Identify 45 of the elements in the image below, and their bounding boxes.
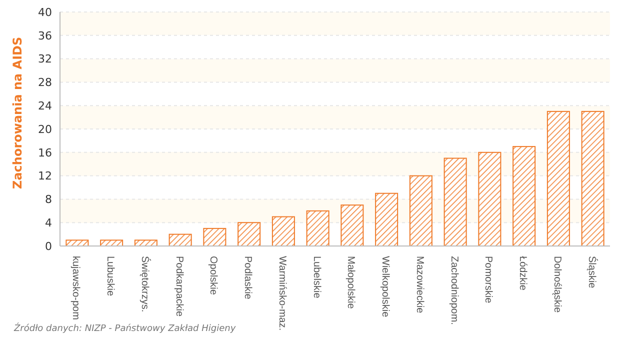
text: Źródło danych: NIZP - Państwowy Zakład Higieny [14,324,236,334]
y-tick-label: 36 [38,29,52,42]
bar [100,240,124,246]
bar [203,228,226,246]
x-tick-label: Warmińsko-maz. [276,256,288,331]
x-tick-label: kujawsko-pom [70,256,82,320]
bar [375,192,398,246]
x-tick-label: Mazowieckie [414,256,425,314]
bar [409,175,432,246]
y-tick-label: 0 [45,240,52,253]
x-tick-label: Pomorskie [482,256,494,304]
x-tick-label: Małopolskie [345,256,356,310]
x-tick-label: Śląskie [586,256,598,289]
x-tick-label: Lubuskie [104,256,116,296]
y-axis-title: Zachorowania na AIDS [10,36,24,189]
bar [340,204,364,246]
bar [66,240,89,246]
x-tick-label: Łódzkie [517,256,528,291]
x-tick-label: Zachodniopom. [448,256,460,325]
x-tick-label: Podkarpackie [173,256,184,318]
x-tick-label: Podlaskie [242,256,254,300]
bar [512,146,536,246]
y-tick-label: 16 [38,146,52,160]
bar [546,110,570,246]
bar [272,216,295,246]
x-tick-label: Wielkopolskie [380,256,391,318]
x-tick-label: Dolnośląskie [551,256,562,314]
bar [581,110,604,246]
bar [444,158,467,246]
y-tick-label: 20 [38,122,52,136]
y-tick-label: 32 [38,52,52,66]
y-tick-label: 28 [38,76,52,90]
y-tick-label: 40 [38,6,52,19]
y-tick-label: 4 [45,216,52,230]
y-tick-label: 24 [38,100,52,113]
bar [134,240,158,246]
y-tick-label: 12 [38,170,52,183]
bar [168,234,192,246]
bar [478,152,502,246]
x-tick-label: Lubelskie [310,256,322,299]
bar [306,210,330,246]
y-tick-label: 8 [45,193,52,206]
bar [238,222,261,246]
x-tick-label: Świętokrzys. [138,256,151,312]
x-tick-label: Opolskie [208,256,219,296]
